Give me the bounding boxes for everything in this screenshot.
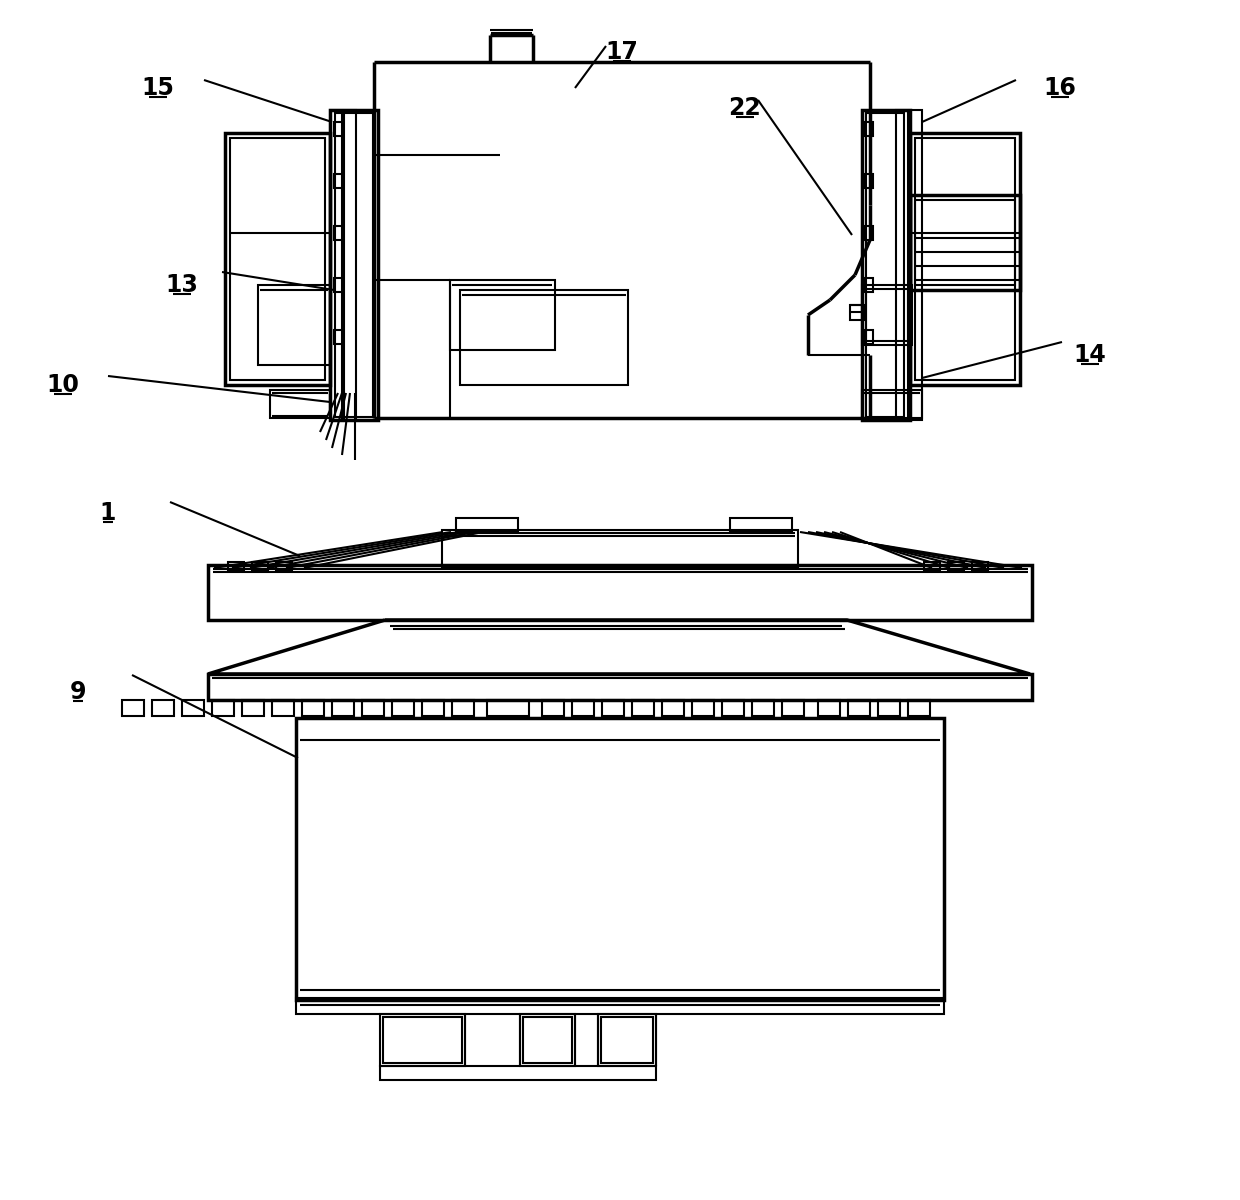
Bar [334, 278, 343, 292]
Bar [332, 700, 353, 716]
Bar [334, 122, 343, 136]
Bar [915, 200, 1016, 284]
Bar [598, 1014, 656, 1066]
Bar [296, 718, 944, 1000]
Bar [441, 530, 799, 566]
Bar [334, 226, 343, 240]
Bar [818, 700, 839, 716]
Bar [897, 110, 908, 420]
Bar [212, 700, 234, 716]
Bar [782, 700, 804, 716]
Bar [296, 998, 944, 1014]
Bar [362, 700, 384, 716]
Bar [910, 133, 1021, 385]
Bar [601, 1018, 653, 1063]
Bar [915, 138, 1016, 380]
Bar [864, 226, 873, 240]
Bar [487, 700, 529, 716]
Bar [542, 700, 564, 716]
Bar [453, 700, 474, 716]
Bar [379, 1066, 656, 1080]
Text: 9: 9 [69, 680, 87, 704]
Bar [330, 110, 378, 420]
Bar [272, 700, 294, 716]
Bar [379, 1014, 465, 1066]
Bar [334, 174, 343, 188]
Bar [258, 284, 330, 365]
Bar [848, 700, 870, 716]
Bar [908, 700, 930, 716]
Bar [910, 110, 923, 420]
Bar [632, 700, 653, 716]
Bar [270, 390, 330, 418]
Bar [224, 133, 330, 385]
Bar [864, 330, 873, 344]
Bar [450, 280, 556, 350]
Bar [862, 110, 910, 420]
Bar [924, 562, 940, 570]
Bar [460, 290, 627, 385]
Text: 15: 15 [141, 76, 175, 100]
Bar [601, 700, 624, 716]
Bar [153, 700, 174, 716]
Bar [122, 700, 144, 716]
Bar [572, 700, 594, 716]
Bar [878, 700, 900, 716]
Bar [520, 1014, 575, 1066]
Bar [343, 110, 356, 420]
Text: 10: 10 [47, 373, 79, 397]
Bar [730, 518, 792, 532]
Text: 1: 1 [99, 502, 117, 526]
Bar [866, 289, 908, 341]
Bar [862, 390, 923, 418]
Bar [456, 518, 518, 532]
Bar [864, 278, 873, 292]
Bar [910, 194, 1021, 290]
Bar [862, 284, 911, 346]
Bar [662, 700, 684, 716]
Bar [864, 122, 873, 136]
Bar [182, 700, 205, 716]
Bar [303, 700, 324, 716]
Bar [523, 1018, 572, 1063]
Text: 22: 22 [729, 96, 761, 120]
Text: 17: 17 [605, 40, 639, 64]
Bar [383, 1018, 463, 1063]
Bar [866, 113, 904, 416]
Text: 13: 13 [166, 272, 198, 296]
Bar [392, 700, 414, 716]
Text: 14: 14 [1074, 343, 1106, 367]
Bar [849, 305, 864, 320]
Bar [692, 700, 714, 716]
Bar [208, 565, 1032, 620]
Bar [422, 700, 444, 716]
Bar [242, 700, 264, 716]
Bar [751, 700, 774, 716]
Bar [864, 174, 873, 188]
Bar [972, 562, 988, 570]
Bar [330, 110, 342, 420]
Bar [229, 138, 325, 380]
Bar [335, 113, 373, 416]
Bar [949, 562, 963, 570]
Text: 16: 16 [1044, 76, 1076, 100]
Bar [334, 330, 343, 344]
Bar [208, 674, 1032, 700]
Bar [252, 562, 268, 570]
Bar [228, 562, 244, 570]
Bar [722, 700, 744, 716]
Bar [277, 562, 291, 570]
